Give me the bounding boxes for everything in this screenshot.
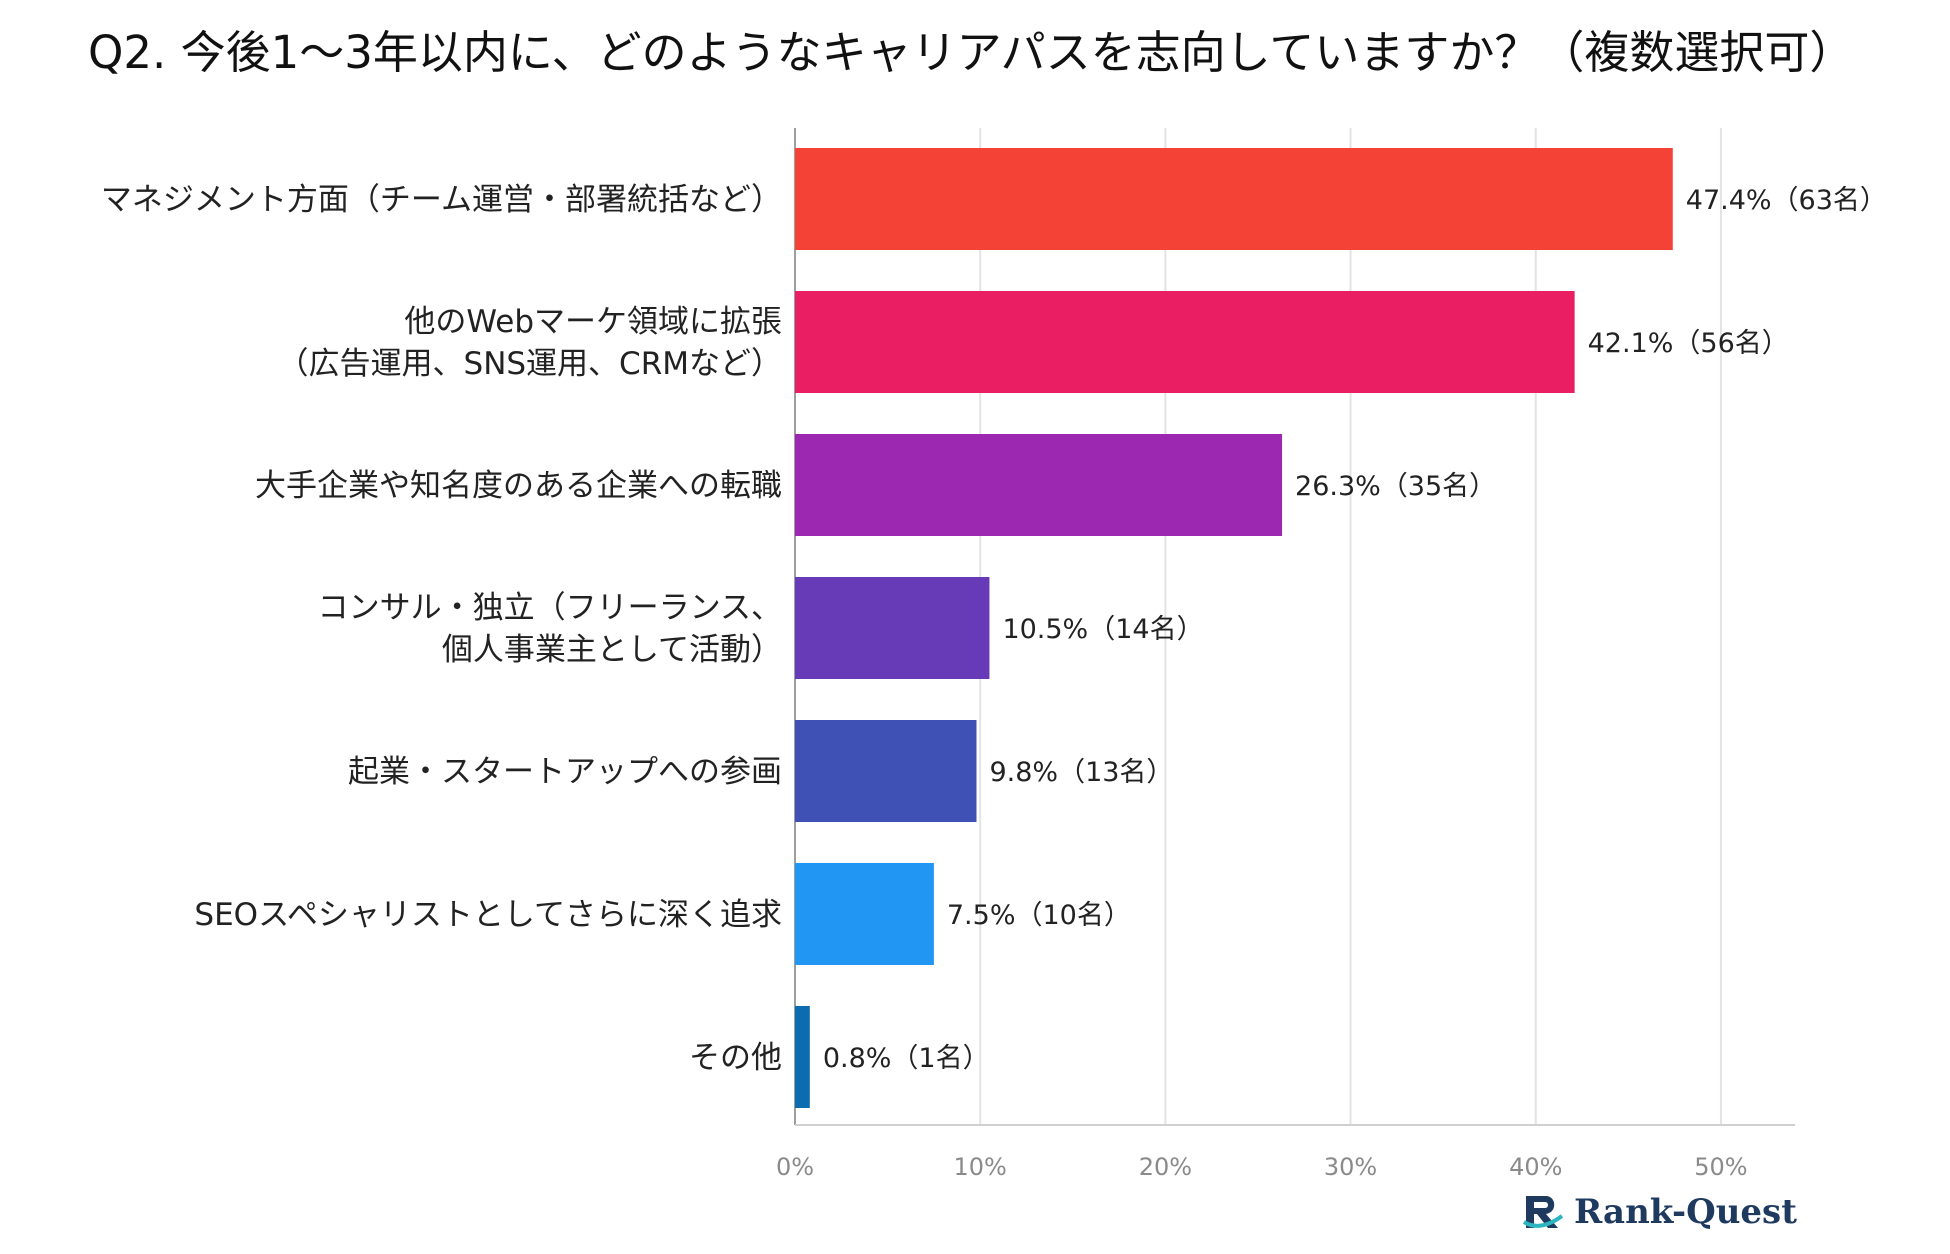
data-label: 10.5%（14名） xyxy=(1002,614,1203,645)
category-label: 他のWebマーケ領域に拡張 xyxy=(404,304,782,340)
rank-quest-logo-icon xyxy=(1522,1196,1564,1228)
bar xyxy=(795,291,1575,393)
category-label: 個人事業主として活動） xyxy=(442,632,782,668)
data-label: 9.8%（13名） xyxy=(989,757,1173,788)
category-label: （広告運用、SNS運用、CRMなど） xyxy=(278,346,782,382)
data-label: 7.5%（10名） xyxy=(947,900,1131,931)
bar xyxy=(795,1006,810,1108)
bar xyxy=(795,863,934,965)
category-label: マネジメント方面（チーム運営・部署統括など） xyxy=(101,182,782,218)
x-tick-label: 50% xyxy=(1694,1153,1747,1181)
brand-name: Rank-Quest xyxy=(1574,1192,1797,1232)
chart-title: Q2. 今後1～3年以内に、どのようなキャリアパスを志向していますか？（複数選択… xyxy=(88,26,1855,79)
x-tick-label: 30% xyxy=(1324,1153,1377,1181)
data-label: 47.4%（63名） xyxy=(1686,185,1887,216)
data-label: 42.1%（56名） xyxy=(1588,328,1789,359)
bar xyxy=(795,577,990,679)
brand-logo: Rank-Quest xyxy=(1522,1192,1797,1232)
bar xyxy=(795,434,1283,536)
x-tick-label: 20% xyxy=(1139,1153,1192,1181)
category-label: その他 xyxy=(689,1040,782,1076)
x-tick-label: 40% xyxy=(1509,1153,1562,1181)
bar xyxy=(795,148,1673,250)
x-tick-label: 0% xyxy=(776,1153,814,1181)
category-label: SEOスペシャリストとしてさらに深く追求 xyxy=(194,897,782,933)
category-label: 起業・スタートアップへの参画 xyxy=(348,754,782,790)
category-label: 大手企業や知名度のある企業への転職 xyxy=(255,468,782,504)
category-label: コンサル・独立（フリーランス、 xyxy=(318,590,782,626)
data-label: 0.8%（1名） xyxy=(823,1043,990,1074)
x-tick-label: 10% xyxy=(954,1153,1007,1181)
data-label: 26.3%（35名） xyxy=(1295,471,1496,502)
bar xyxy=(795,720,977,822)
